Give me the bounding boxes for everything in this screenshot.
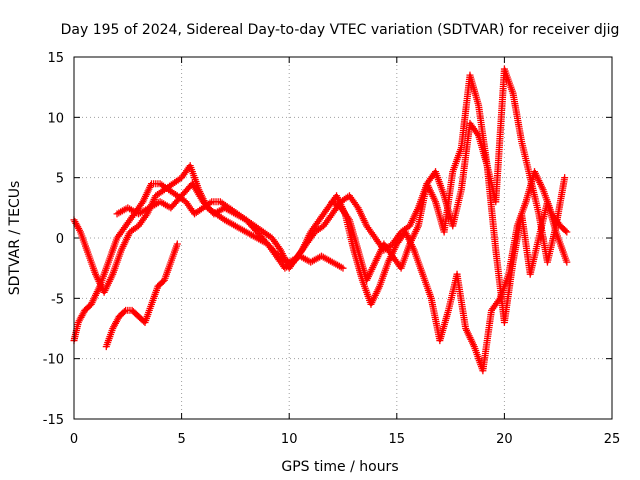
data-point-interp [562,227,570,235]
x-tick-label: 0 [70,432,78,447]
x-tick-label: 5 [177,432,185,447]
y-tick-label: 10 [47,111,64,126]
y-tick-label: 0 [56,232,64,247]
x-tick-label: 25 [604,432,621,447]
series-satellite-arc-C [102,240,181,351]
data-point-interp [120,308,128,316]
x-tick-label: 15 [389,432,406,447]
data-point [563,228,571,236]
data-point [173,240,181,248]
y-tick-label: 15 [47,51,64,66]
x-tick-label: 20 [496,432,513,447]
series-satellite-arc-E [328,71,571,326]
grid-lines [74,57,612,419]
data-point [339,264,347,272]
y-axis-label: SDTVAR / TECUs [7,181,23,296]
y-tick-label: -5 [51,292,64,307]
data-points [70,65,571,375]
x-axis-label: GPS time / hours [281,459,398,475]
data-point [561,174,569,182]
series-satellite-arc-D [113,180,347,272]
y-tick-label: -15 [43,413,64,428]
data-point [563,258,571,266]
y-tick-label: -10 [43,353,64,368]
plot-frame [73,56,613,420]
x-tick-label: 10 [281,432,298,447]
y-tick-label: 5 [56,172,64,187]
chart-title: Day 195 of 2024, Sidereal Day-to-day VTE… [61,22,620,38]
